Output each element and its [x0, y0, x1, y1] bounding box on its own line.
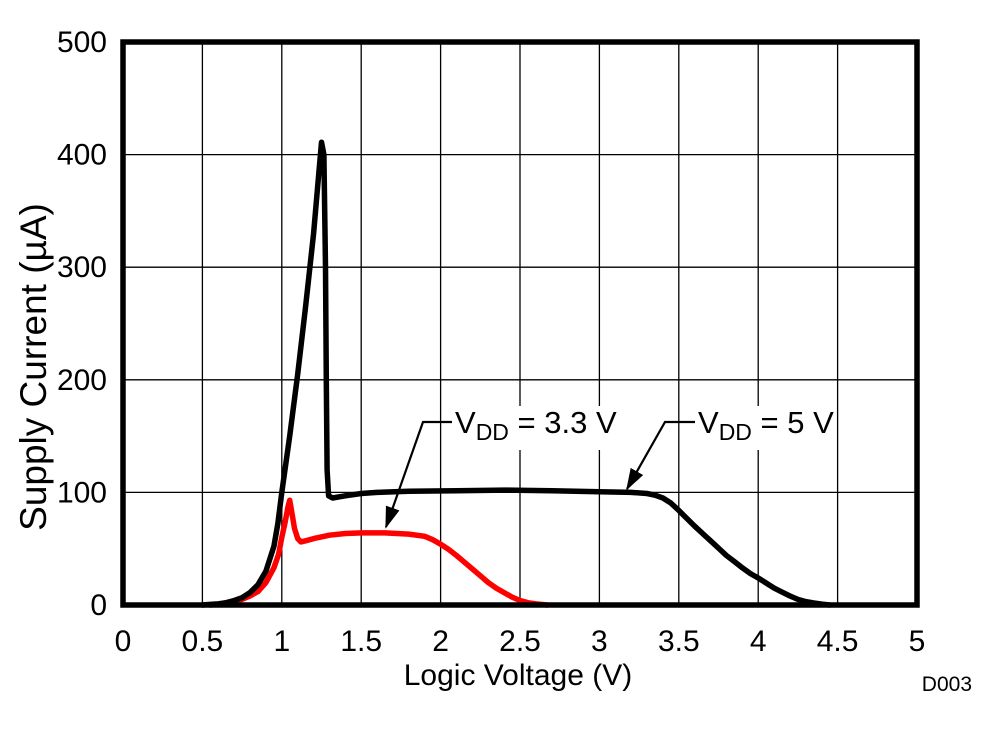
- curve-layer: [199, 139, 833, 608]
- x-tick-label: 0.5: [182, 625, 224, 658]
- x-tick-label: 1.5: [340, 625, 382, 658]
- annotation-label-vdd-5v: VDD = 5 V: [698, 405, 834, 445]
- x-tick-label: 3: [591, 625, 608, 658]
- plot-border: [120, 39, 920, 608]
- x-tick-label: 3.5: [658, 625, 700, 658]
- annotation-vdd-3v3: VDD = 3.3 V: [384, 405, 617, 529]
- y-tick-label: 200: [57, 364, 107, 397]
- y-tick-label: 300: [57, 251, 107, 284]
- tick-layer: 0 0.5 1 1.5 2 2.5 3 3.5 4 4.5 5 0 100 200 300 400 500: [57, 26, 925, 658]
- y-tick-label: 0: [90, 589, 107, 622]
- annotation-mask-vdd-3v3: [450, 406, 630, 450]
- x-tick-label: 4: [750, 625, 767, 658]
- y-tick-label: 100: [57, 476, 107, 509]
- figure-id-watermark: D003: [922, 673, 972, 696]
- annotation-arrow-vdd-3v3: [384, 420, 452, 529]
- y-tick-label: 400: [57, 139, 107, 172]
- curve-vdd-5-v: [199, 139, 833, 608]
- x-tick-label: 5: [909, 625, 926, 658]
- x-tick-label: 1: [273, 625, 290, 658]
- annotation-vdd-5v: VDD = 5 V: [626, 405, 834, 491]
- annotation-mask-vdd-5v: [693, 406, 828, 450]
- annotation-label-vdd-3v3: VDD = 3.3 V: [455, 405, 617, 445]
- x-tick-label: 4.5: [817, 625, 859, 658]
- annotation-arrow-vdd-5v: [626, 420, 695, 491]
- x-axis-title: Logic Voltage (V): [404, 659, 632, 692]
- x-tick-label: 2.5: [499, 625, 541, 658]
- x-tick-label: 2: [432, 625, 449, 658]
- y-axis-title: Supply Current (µA): [13, 203, 54, 531]
- curve-vdd-3-3-v: [207, 497, 550, 608]
- y-tick-label: 500: [57, 26, 107, 59]
- grid-layer: [123, 42, 917, 605]
- x-tick-label: 0: [115, 625, 132, 658]
